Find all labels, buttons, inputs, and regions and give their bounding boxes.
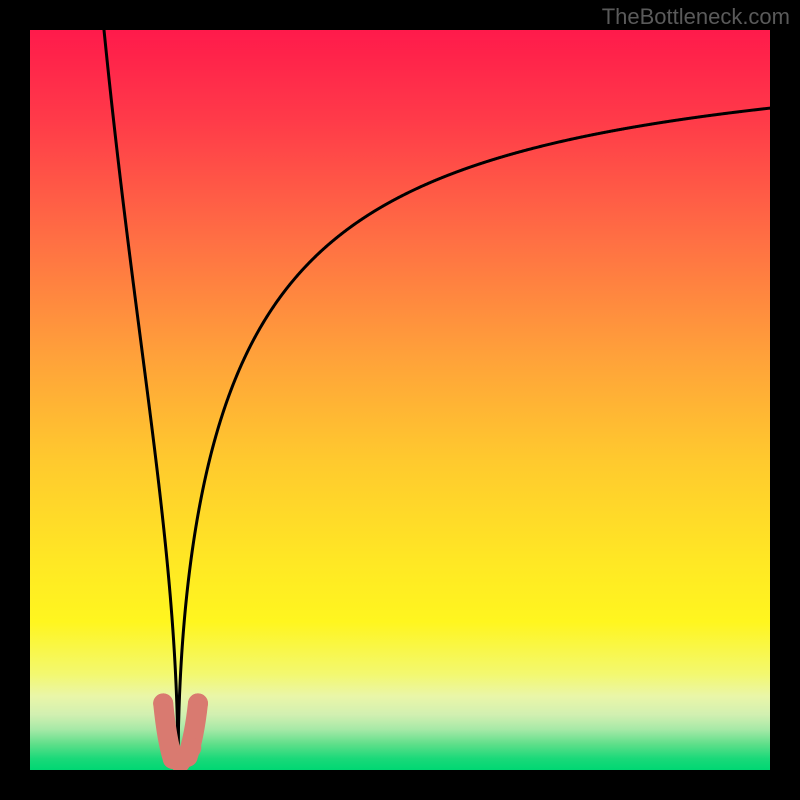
watermark-text: TheBottleneck.com (602, 4, 790, 30)
chart-svg (0, 0, 800, 800)
figure-root: TheBottleneck.com (0, 0, 800, 800)
cusp-blob-dot (153, 693, 173, 713)
cusp-blob-dot (188, 693, 208, 713)
chart-background-gradient (30, 30, 770, 770)
cusp-blob-dot (170, 753, 190, 773)
